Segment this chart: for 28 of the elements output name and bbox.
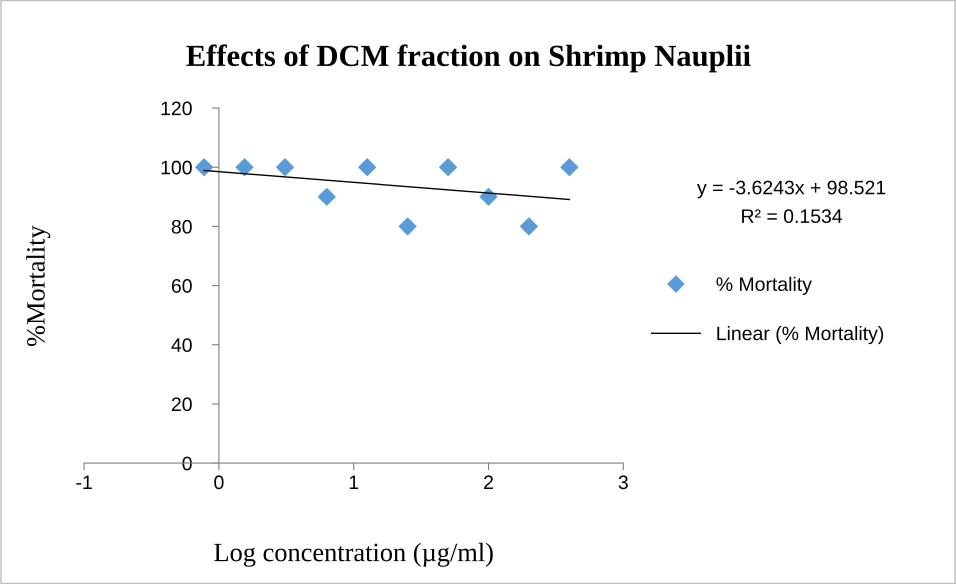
y-tick-label: 120 bbox=[162, 102, 192, 116]
legend-label: % Mortality bbox=[716, 276, 812, 295]
y-tick-label: 20 bbox=[172, 397, 192, 412]
x-axis-title: Log concentration (µg/ml) bbox=[214, 542, 493, 567]
point bbox=[195, 158, 214, 176]
point bbox=[560, 158, 578, 176]
x-tick-label: 1 bbox=[350, 476, 358, 490]
y-axis-title: %Mortality bbox=[26, 225, 50, 346]
legend-label: Linear (% Mortality) bbox=[717, 326, 884, 344]
point bbox=[480, 188, 498, 206]
point bbox=[439, 158, 457, 176]
point bbox=[276, 158, 294, 176]
point bbox=[236, 158, 254, 176]
text: R² = 0.1534 bbox=[742, 209, 842, 224]
point bbox=[398, 217, 417, 236]
chart-title: Effects of DCM fraction on Shrimp Nauplii bbox=[186, 44, 751, 72]
x-tick-label: 0 bbox=[214, 475, 224, 490]
point bbox=[318, 188, 336, 206]
point bbox=[520, 217, 538, 236]
y-tick-label: 100 bbox=[162, 160, 192, 174]
x-tick-label: -1 bbox=[76, 476, 92, 490]
y-tick-label: 40 bbox=[171, 338, 192, 352]
point bbox=[358, 158, 376, 176]
x-tick-label: 3 bbox=[618, 475, 628, 490]
text: y = -3.6243x + 98.521 bbox=[697, 180, 886, 198]
y-tick-label: 60 bbox=[172, 279, 192, 293]
x-tick-label: 2 bbox=[484, 475, 493, 490]
y-tick-label: 80 bbox=[172, 220, 192, 234]
